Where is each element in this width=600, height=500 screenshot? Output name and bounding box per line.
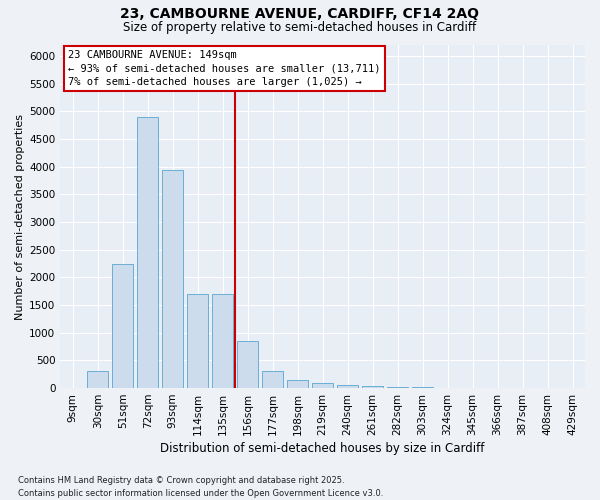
Bar [212, 294, 233, 388]
Bar [312, 382, 333, 388]
Bar [362, 386, 383, 388]
Bar [237, 341, 258, 388]
Bar [162, 170, 184, 388]
Bar [287, 380, 308, 388]
Bar [412, 387, 433, 388]
Bar [137, 117, 158, 388]
Bar [262, 372, 283, 388]
Text: 23, CAMBOURNE AVENUE, CARDIFF, CF14 2AQ: 23, CAMBOURNE AVENUE, CARDIFF, CF14 2AQ [121, 8, 479, 22]
X-axis label: Distribution of semi-detached houses by size in Cardiff: Distribution of semi-detached houses by … [160, 442, 485, 455]
Text: 23 CAMBOURNE AVENUE: 149sqm
← 93% of semi-detached houses are smaller (13,711)
7: 23 CAMBOURNE AVENUE: 149sqm ← 93% of sem… [68, 50, 380, 86]
Y-axis label: Number of semi-detached properties: Number of semi-detached properties [15, 114, 25, 320]
Bar [387, 386, 408, 388]
Text: Size of property relative to semi-detached houses in Cardiff: Size of property relative to semi-detach… [124, 21, 476, 34]
Text: Contains HM Land Registry data © Crown copyright and database right 2025.
Contai: Contains HM Land Registry data © Crown c… [18, 476, 383, 498]
Bar [337, 384, 358, 388]
Bar [87, 372, 109, 388]
Bar [187, 294, 208, 388]
Bar [112, 264, 133, 388]
